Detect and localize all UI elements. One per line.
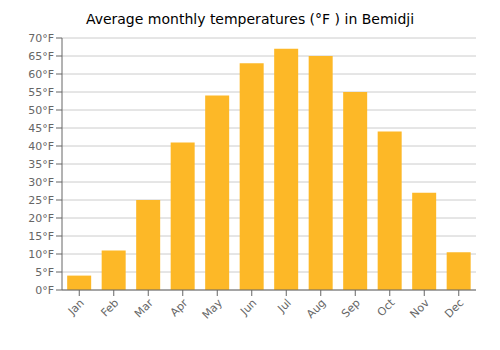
svg-text:30°F: 30°F [28, 176, 54, 189]
svg-text:Mar: Mar [132, 296, 156, 320]
svg-text:Jul: Jul [275, 296, 294, 315]
svg-text:55°F: 55°F [28, 86, 54, 99]
svg-text:Jun: Jun [237, 296, 259, 318]
svg-text:May: May [200, 296, 226, 322]
svg-text:Apr: Apr [168, 296, 191, 319]
svg-text:20°F: 20°F [28, 212, 54, 225]
svg-text:60°F: 60°F [28, 68, 54, 81]
svg-text:Sep: Sep [339, 296, 363, 320]
svg-text:Aug: Aug [304, 296, 328, 320]
svg-text:25°F: 25°F [28, 194, 54, 207]
svg-text:50°F: 50°F [28, 104, 54, 117]
svg-text:35°F: 35°F [28, 158, 54, 171]
svg-text:Nov: Nov [408, 296, 433, 321]
svg-text:0°F: 0°F [35, 284, 54, 297]
svg-text:65°F: 65°F [28, 50, 54, 63]
svg-text:5°F: 5°F [35, 266, 54, 279]
svg-text:10°F: 10°F [28, 248, 54, 261]
svg-text:Feb: Feb [98, 296, 121, 319]
svg-text:Jan: Jan [65, 296, 87, 318]
svg-text:Oct: Oct [375, 296, 398, 319]
html-text:Average monthly temperatures (: Average monthly temperatures (°F ) in Be… [85, 11, 415, 27]
svg-text:40°F: 40°F [28, 140, 54, 153]
svg-text:45°F: 45°F [28, 122, 54, 135]
svg-text:70°F: 70°F [28, 32, 54, 45]
svg-text:Dec: Dec [442, 296, 466, 320]
svg-text:15°F: 15°F [28, 230, 54, 243]
